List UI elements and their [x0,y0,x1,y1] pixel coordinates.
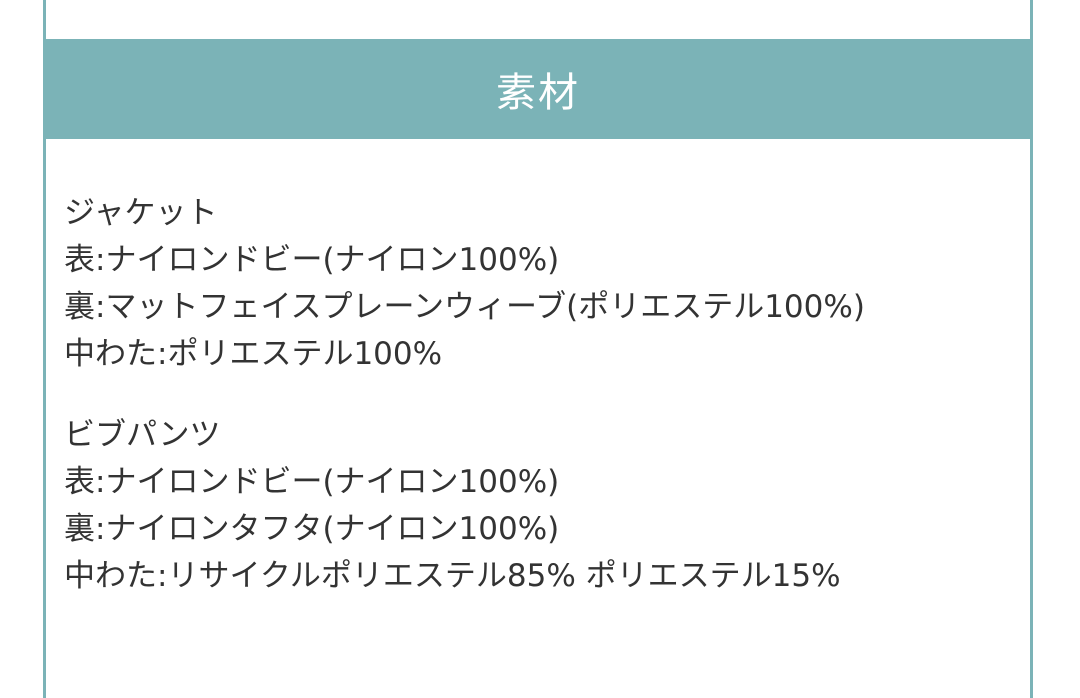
section-title: 素材 [496,70,580,116]
material-line: 裏:マットフェイスプレーンウィーブ(ポリエステル100%) [64,289,865,325]
group-name: ビブパンツ [64,417,221,453]
material-line: 表:ナイロンドビー(ナイロン100%) [64,242,560,278]
material-line: 表:ナイロンドビー(ナイロン100%) [64,464,560,500]
group-name: ジャケット [64,195,218,231]
material-line: 中わた:ポリエステル100% [64,336,443,372]
material-content: ジャケット 表:ナイロンドビー(ナイロン100%) 裏:マットフェイスプレーンウ… [64,190,954,634]
material-line: 裏:ナイロンタフタ(ナイロン100%) [64,511,560,547]
material-group-jacket: ジャケット 表:ナイロンドビー(ナイロン100%) 裏:マットフェイスプレーンウ… [64,190,954,378]
material-group-bib-pants: ビブパンツ 表:ナイロンドビー(ナイロン100%) 裏:ナイロンタフタ(ナイロン… [64,412,954,600]
section-header: 素材 [46,39,1030,139]
material-line: 中わた:リサイクルポリエステル85% ポリエステル15% [64,558,841,594]
material-panel: 素材 ジャケット 表:ナイロンドビー(ナイロン100%) 裏:マットフェイスプレ… [43,0,1033,698]
